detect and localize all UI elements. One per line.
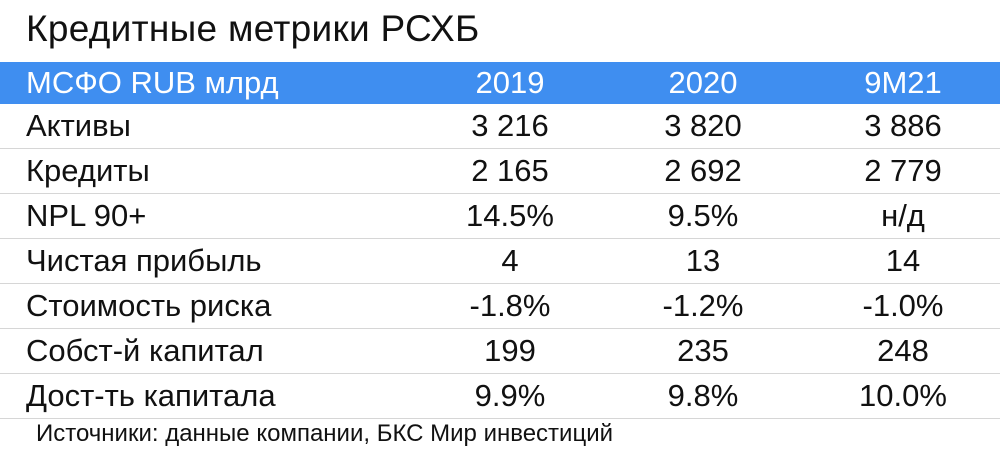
row-label: NPL 90+ xyxy=(26,198,147,233)
header-cell: 9M21 xyxy=(864,65,942,100)
header-cell: 2020 xyxy=(668,65,738,100)
value-cell: 9.8% xyxy=(667,378,739,413)
value-cell: 2 165 xyxy=(471,153,549,188)
value-cell: -1.2% xyxy=(662,288,744,323)
header-cell: 2019 xyxy=(475,65,545,100)
row-label: Стоимость риска xyxy=(26,288,272,323)
title: Кредитные метрики РСХБ xyxy=(26,8,480,49)
value-cell: 9.5% xyxy=(667,198,739,233)
value-cell: 235 xyxy=(677,333,729,368)
table-row: Дост-ть капитала 9.9% 9.8% 10.0% xyxy=(0,374,1000,419)
value-cell: 4 xyxy=(501,243,519,278)
table: МСФО RUB млрд 2019 2020 9M21 Активы 3 216 3 82… xyxy=(0,62,1000,419)
table-row: NPL 90+ 14.5% 9.5% н/д xyxy=(0,194,1000,239)
value-cell: 199 xyxy=(484,333,536,368)
row-label: Чистая прибыль xyxy=(26,243,262,278)
value-cell: 13 xyxy=(685,243,721,278)
value-cell: 3 886 xyxy=(864,108,942,143)
value-cell: н/д xyxy=(881,198,925,233)
value-cell: -1.8% xyxy=(469,288,551,323)
value-cell: 14.5% xyxy=(466,198,554,233)
table-row: Собст-й капитал 199 235 248 xyxy=(0,329,1000,374)
value-cell: 248 xyxy=(877,333,929,368)
value-cell: 3 216 xyxy=(471,108,549,143)
value-cell: 2 692 xyxy=(664,153,742,188)
header-cell: МСФО RUB млрд xyxy=(26,65,279,100)
value-cell: 14 xyxy=(885,243,921,278)
header-row: МСФО RUB млрд 2019 2020 9M21 xyxy=(0,62,1000,104)
row-label: Кредиты xyxy=(26,153,150,188)
table-row: Кредиты 2 165 2 692 2 779 xyxy=(0,149,1000,194)
table-row: Чистая прибыль 4 13 14 xyxy=(0,239,1000,284)
row-label: Активы xyxy=(26,108,131,143)
value-cell: 2 779 xyxy=(864,153,942,188)
value-cell: -1.0% xyxy=(862,288,944,323)
row-label: Собст-й капитал xyxy=(26,333,264,368)
value-cell: 10.0% xyxy=(859,378,947,413)
value-cell: 3 820 xyxy=(664,108,742,143)
source-note: Источники: данные компании, БКС Мир инве… xyxy=(36,420,614,447)
value-cell: 9.9% xyxy=(474,378,546,413)
row-label: Дост-ть капитала xyxy=(26,378,276,413)
table-row: Активы 3 216 3 820 3 886 xyxy=(0,104,1000,149)
table-row: Стоимость риска -1.8% -1.2% -1.0% xyxy=(0,284,1000,329)
